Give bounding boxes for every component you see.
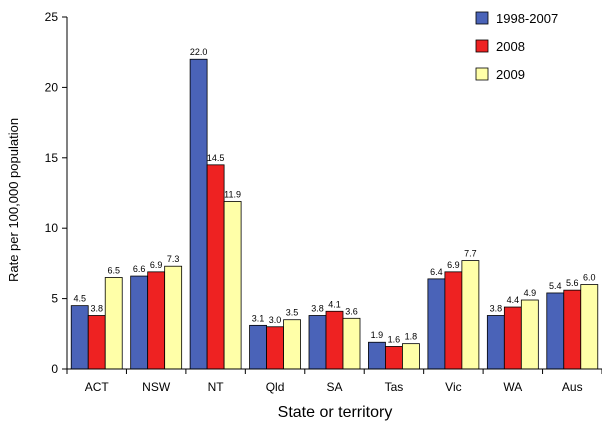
data-label: 7.3 <box>167 254 180 264</box>
data-label: 3.8 <box>90 303 103 313</box>
data-label: 6.0 <box>583 273 596 283</box>
x-tick-label: Aus <box>562 380 583 394</box>
bar <box>189 58 208 370</box>
x-tick-label: Tas <box>385 380 404 394</box>
x-tick-label: WA <box>503 380 522 394</box>
bar <box>70 305 89 370</box>
data-label: 6.4 <box>430 267 443 277</box>
bar <box>342 317 361 370</box>
data-label: 7.7 <box>464 249 477 259</box>
bar <box>249 324 267 370</box>
legend-label: 2009 <box>496 67 525 82</box>
bar <box>444 271 463 370</box>
bar <box>283 319 301 370</box>
bar <box>164 265 183 370</box>
data-label: 4.9 <box>524 288 537 298</box>
x-tick-label: NSW <box>142 380 171 394</box>
bar <box>402 343 420 370</box>
data-label: 11.9 <box>224 189 241 199</box>
bar <box>427 278 446 370</box>
data-label: 3.8 <box>311 303 324 313</box>
data-label: 6.9 <box>150 260 163 270</box>
bar <box>546 292 565 370</box>
data-label: 22.0 <box>190 47 208 57</box>
legend-swatch <box>475 67 489 81</box>
y-tick-label: 5 <box>51 292 58 306</box>
bar <box>461 260 480 370</box>
y-tick-label: 15 <box>45 151 59 165</box>
x-tick-label: ACT <box>85 380 110 394</box>
x-axis-title: State or territory <box>278 404 393 421</box>
bar <box>325 310 344 370</box>
data-label: 1.6 <box>388 334 401 344</box>
data-label: 1.8 <box>405 332 418 342</box>
x-tick-label: Vic <box>445 380 461 394</box>
x-tick-label: NT <box>208 380 225 394</box>
data-label: 5.4 <box>549 281 562 291</box>
y-tick-label: 20 <box>45 80 59 94</box>
data-label: 3.8 <box>490 303 503 313</box>
data-label: 6.5 <box>107 265 120 275</box>
legend-swatch <box>475 11 489 25</box>
legend-label: 2008 <box>496 39 525 54</box>
data-label: 6.6 <box>133 264 146 274</box>
x-tick-label: Qld <box>266 380 285 394</box>
bar <box>385 346 403 370</box>
data-label: 14.5 <box>207 153 225 163</box>
legend: 1998-2007 2008 2009 <box>475 11 558 82</box>
bar <box>147 271 166 370</box>
y-tick-label: 10 <box>45 221 59 235</box>
data-label: 5.6 <box>566 278 579 288</box>
y-axis-ticks: 0 5 10 15 20 25 <box>45 10 67 376</box>
bar <box>486 315 505 370</box>
bar <box>563 289 582 370</box>
data-label: 4.4 <box>507 295 520 305</box>
bar <box>580 284 599 370</box>
bars <box>70 58 599 370</box>
bar <box>130 275 149 370</box>
bar <box>520 299 539 370</box>
bar <box>368 341 386 370</box>
y-axis-title: Rate per 100,000 population <box>6 118 21 282</box>
data-label: 6.9 <box>447 260 460 270</box>
x-axis-ticks: ACT NSW NT Qld SA Tas Vic WA Aus <box>66 369 602 394</box>
bar <box>104 277 123 370</box>
data-labels: 4.5 3.8 6.5 6.6 6.9 7.3 22.0 14.5 11.9 3.1 3.0 3.5 3… <box>73 47 595 344</box>
x-tick-label: SA <box>326 380 342 394</box>
bar <box>308 315 327 370</box>
y-tick-label: 0 <box>51 362 58 376</box>
bar <box>206 164 225 370</box>
data-label: 4.5 <box>73 294 86 304</box>
bar <box>87 315 106 370</box>
legend-swatch <box>475 39 489 53</box>
data-label: 3.1 <box>252 313 265 323</box>
data-label: 4.1 <box>328 299 341 309</box>
data-label: 3.5 <box>286 308 299 318</box>
data-label: 1.9 <box>371 330 384 340</box>
legend-label: 1998-2007 <box>496 11 558 26</box>
bar <box>503 306 522 370</box>
bar <box>223 201 242 370</box>
data-label: 3.0 <box>269 315 282 325</box>
y-tick-label: 25 <box>45 10 59 24</box>
data-label: 3.6 <box>345 306 358 316</box>
bar <box>266 326 284 370</box>
